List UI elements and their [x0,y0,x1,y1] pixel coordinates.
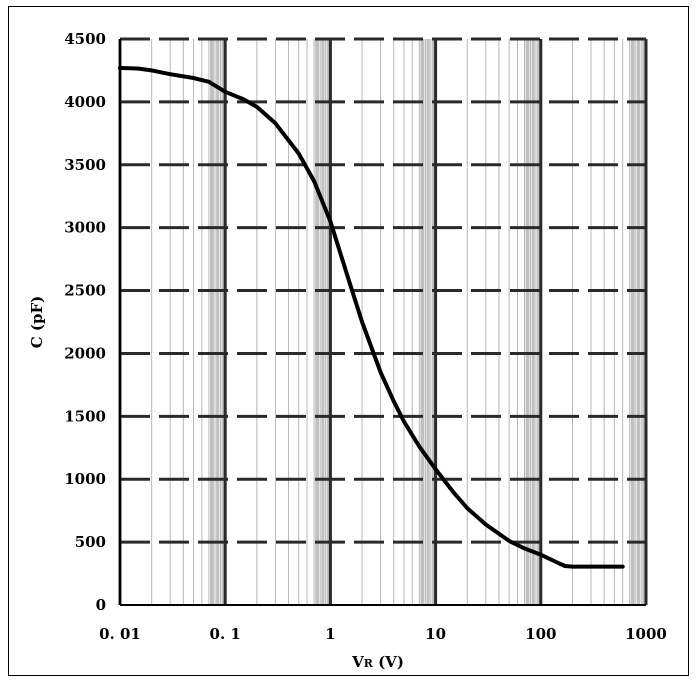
data-point [360,320,364,324]
x-tick-label: 0. 1 [210,625,241,643]
data-point [433,467,438,471]
data-point [557,561,562,566]
data-point [255,105,259,109]
data-point [149,68,154,73]
plot-area [118,65,625,569]
data-point [312,179,316,183]
data-point [223,90,227,94]
data-point [589,564,593,569]
data-point [465,506,470,510]
data-point [241,97,246,102]
grid [118,37,648,606]
data-point [347,278,351,283]
y-tick-label: 4500 [64,30,106,48]
data-point [168,72,172,77]
shaded-band [629,39,646,605]
y-tick-label: 1000 [64,470,106,488]
data-point [273,121,278,126]
data-point [296,151,301,156]
data-point [563,564,567,568]
y-tick-label: 2500 [64,282,106,300]
shaded-band [208,39,226,605]
shaded-band [314,39,331,605]
data-point [539,552,543,557]
y-tick-label: 2000 [64,344,106,362]
data-point [417,444,422,449]
x-axis-label: VR (V) [351,653,404,671]
data-point [378,370,383,375]
tick-labels: 0 500 1000 1500 2000 2500 3000 3500 4000 4500 0. 0… [64,30,667,643]
data-point [522,546,527,551]
y-tick-label: 3000 [64,219,106,237]
x-tick-label: 1000 [625,625,667,643]
x-axis-label-unit: (V) [373,653,404,671]
data-point [136,66,141,71]
x-tick-label: 100 [525,625,556,643]
shaded-band [524,39,541,605]
data-point [570,564,575,569]
data-point [207,79,211,84]
x-axis-label-main: V [351,653,364,671]
data-point [328,219,333,224]
data-point [402,419,406,424]
data-point [391,399,396,404]
x-axis-label-sub: R [364,657,374,670]
data-point [191,76,196,80]
data-point [612,564,617,569]
y-tick-label: 4000 [64,93,106,111]
y-tick-label: 3500 [64,156,106,174]
data-point [452,491,456,495]
data-point [118,66,122,70]
y-tick-label: 1500 [64,407,106,425]
y-tick-label: 500 [75,533,106,551]
y-tick-label: 0 [96,596,106,614]
y-axis-label: C (pF) [28,296,46,349]
data-point [483,522,488,527]
x-tick-label: 1 [325,625,335,643]
shaded-band [419,39,436,605]
data-point [620,564,625,569]
x-tick-label: 10 [425,625,446,643]
series-line [118,65,625,569]
data-point [507,539,511,543]
x-tick-label: 0. 01 [99,625,141,643]
